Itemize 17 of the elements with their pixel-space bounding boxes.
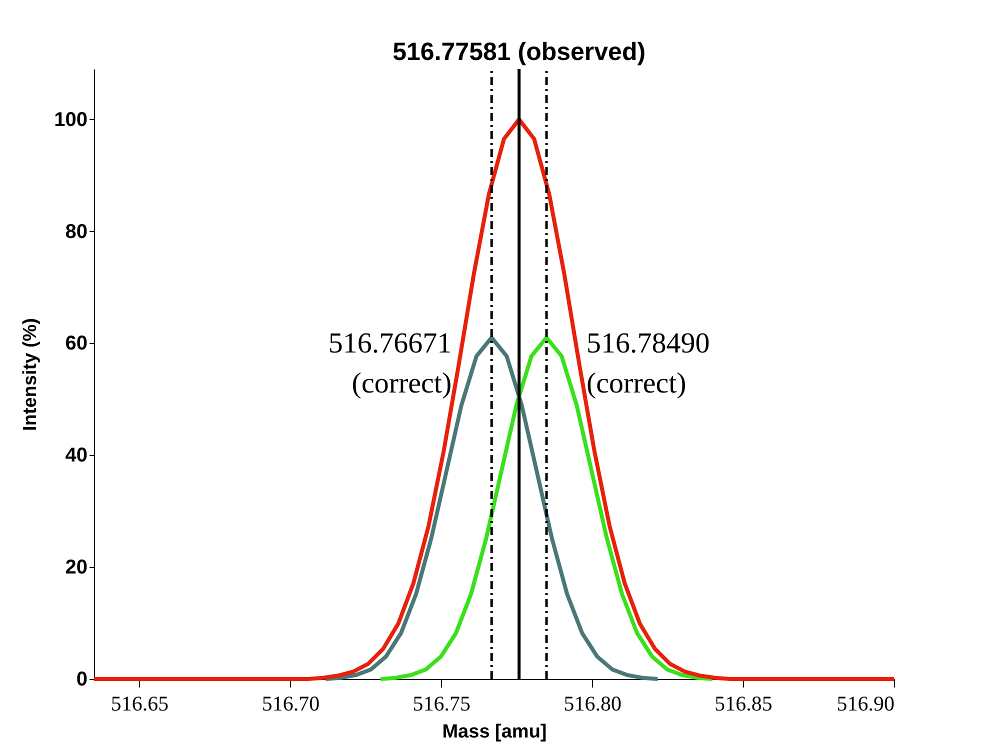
x-tick-label: 516.90 <box>836 692 894 716</box>
y-tick-label: 0 <box>76 668 88 690</box>
y-tick-label: 40 <box>65 444 88 467</box>
y-axis-title: Intensity (%) <box>20 318 42 431</box>
y-tick-label: 100 <box>54 108 88 131</box>
x-tick-label: 516.85 <box>714 692 772 716</box>
annotation: 516.77581 (observed) <box>392 38 646 66</box>
x-tick-label: 516.65 <box>110 692 169 716</box>
annotation: 516.78490 (correct) <box>586 328 710 400</box>
x-tick-label: 516.70 <box>262 692 320 716</box>
x-tick-label: 516.75 <box>412 692 471 716</box>
y-tick-label: 80 <box>65 220 88 243</box>
y-tick-label: 60 <box>65 332 88 355</box>
x-tick-label: 516.80 <box>564 692 622 716</box>
x-axis-title: Mass [amu] <box>442 722 547 742</box>
y-tick-label: 20 <box>65 556 88 579</box>
annotation: 516.76671 (correct) <box>328 328 452 400</box>
